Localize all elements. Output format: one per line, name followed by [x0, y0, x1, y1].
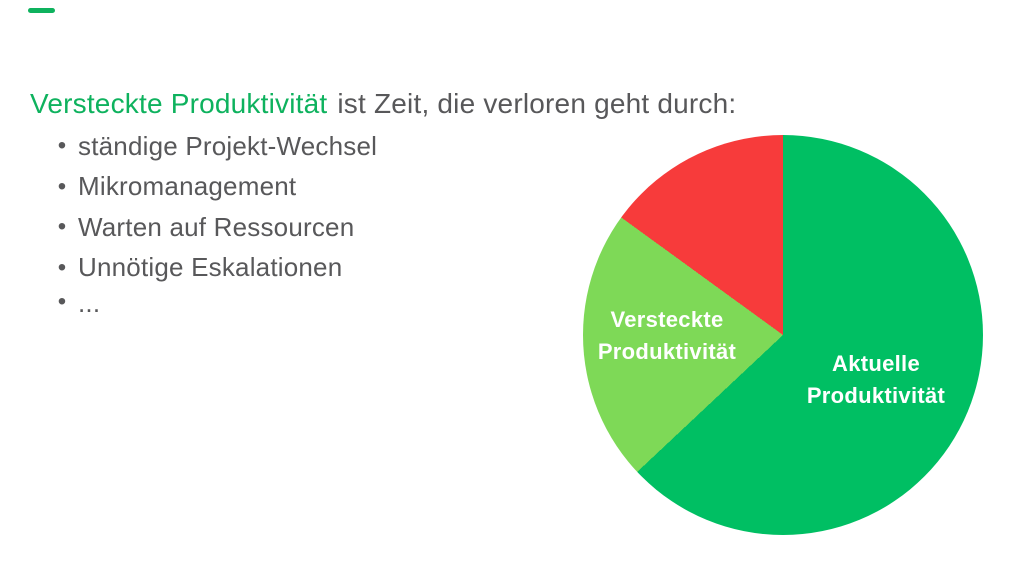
pie-label-aktuelle: Aktuelle Produktivität	[807, 348, 945, 412]
pie-label-versteckte: Versteckte Produktivität	[598, 304, 736, 368]
list-item: • ...	[55, 288, 377, 329]
pie-label-line: Aktuelle	[832, 351, 920, 376]
pie-label-line: Versteckte	[610, 307, 724, 332]
heading-highlight: Versteckte Produktivität	[30, 88, 328, 119]
bullet-text: Mikromanagement	[78, 171, 297, 202]
bullet-dot-icon: •	[57, 132, 67, 160]
pie-label-line: Produktivität	[806, 383, 946, 408]
bullet-text: Warten auf Ressourcen	[78, 211, 355, 242]
pie-chart: Versteckte Produktivität Aktuelle Produk…	[583, 135, 983, 535]
bullet-dot-icon: •	[57, 288, 67, 315]
bullet-text: ständige Projekt-Wechsel	[78, 130, 378, 161]
bullet-dot-icon: •	[57, 213, 67, 241]
heading-rest: ist Zeit, die verloren geht durch:	[337, 88, 737, 119]
pie-label-line: Produktivität	[597, 339, 737, 364]
list-item: • Warten auf Ressourcen	[55, 207, 377, 248]
page-title: Versteckte Produktivität ist Zeit, die ve…	[30, 85, 736, 123]
bullet-text: ...	[78, 288, 101, 318]
accent-dash	[28, 8, 55, 13]
bullet-dot-icon: •	[57, 253, 67, 281]
list-item: • Unnötige Eskalationen	[55, 248, 377, 289]
list-item: • Mikromanagement	[55, 167, 377, 208]
list-item: • ständige Projekt-Wechsel	[55, 126, 377, 167]
bullet-dot-icon: •	[57, 172, 67, 200]
bullet-list: • ständige Projekt-Wechsel • Mikromanage…	[55, 126, 377, 329]
bullet-text: Unnötige Eskalationen	[78, 252, 343, 283]
